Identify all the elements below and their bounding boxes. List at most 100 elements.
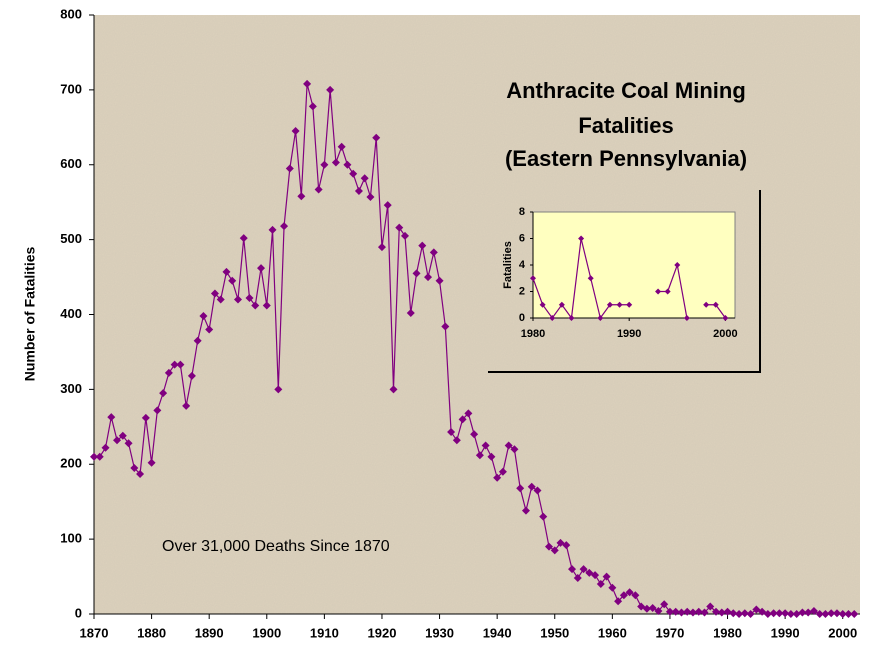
data-point [458,415,467,424]
data-point [703,301,710,308]
data-point [159,389,168,398]
data-point [562,541,571,550]
data-point [251,301,260,310]
data-point [360,174,369,183]
x-tick-label: 1920 [368,625,397,640]
data-point [418,241,427,250]
data-point [285,164,294,173]
data-point [320,160,329,169]
data-point [487,452,496,461]
data-point [527,482,536,491]
x-tick-label: 1980 [713,625,742,640]
data-point [585,568,594,577]
data-point [136,469,145,478]
data-point [349,169,358,178]
data-point [481,441,490,450]
x-tick-label: 1870 [80,625,109,640]
data-point [665,607,674,616]
x-tick-label: 1990 [771,625,800,640]
data-point [769,609,778,618]
data-point [441,322,450,331]
data-point [498,467,507,476]
data-point [95,452,104,461]
y-tick-label: 4 [519,259,526,271]
data-point [688,608,697,617]
data-point [821,610,830,618]
chart-title: Anthracite Coal Mining [506,78,746,103]
data-point [740,609,749,618]
data-point [664,288,671,295]
data-point [222,267,231,276]
y-tick-label: 8 [519,206,525,218]
data-point [354,186,363,195]
data-point [504,441,513,450]
data-point [706,602,715,611]
data-point [118,431,127,440]
data-point [170,360,179,369]
data-point [677,608,686,617]
data-point [141,413,150,422]
data-point [395,223,404,232]
data-point [722,315,729,321]
annotation: Over 31,000 Deaths Since 1870 [162,538,390,555]
data-point [660,600,669,609]
data-point [752,605,761,614]
data-point [291,127,300,136]
data-point [470,430,479,439]
y-tick-label: 2 [519,285,525,297]
y-tick-label: 700 [60,81,82,96]
data-point [372,133,381,142]
data-point [616,301,623,308]
data-point [314,185,323,194]
data-point [493,473,502,482]
data-point [176,360,185,369]
data-point [578,235,585,242]
data-point [412,269,421,278]
data-point [549,315,556,321]
data-point [568,565,577,574]
data-point [631,591,640,600]
data-point [303,79,312,88]
data-point [539,512,548,521]
data-point [383,201,392,210]
data-point [366,192,375,201]
x-tick-label: 1930 [425,625,454,640]
y-axis-label: Number of Fatalities [22,247,38,382]
data-point [130,463,139,472]
inset-y-axis-label: Fatalities [502,241,514,289]
data-point [343,160,352,169]
data-point [510,445,519,454]
data-point [187,371,196,380]
data-point [781,609,790,618]
x-tick-label: 1990 [617,328,641,340]
data-point [113,436,122,445]
data-point [228,276,237,285]
data-point [239,234,248,243]
y-tick-label: 400 [60,306,82,321]
data-point [648,604,657,613]
data-point [308,102,317,111]
data-point [101,443,110,452]
data-point [199,311,208,320]
data-point [268,225,277,234]
data-point [591,571,600,580]
data-point [626,301,633,308]
data-point [389,385,398,394]
data-point [530,275,536,282]
data-point [568,315,575,321]
data-point [729,609,738,618]
data-point [798,608,807,617]
data-point [216,295,225,304]
data-point [844,610,853,618]
data-point [406,309,415,318]
chart-title: (Eastern Pennsylvania) [505,146,747,171]
data-point [712,607,721,616]
data-point [147,458,156,467]
data-point [597,315,604,321]
data-point [205,325,214,334]
data-point [786,610,795,618]
data-point [827,609,836,618]
data-point [558,301,565,308]
chart-title: Fatalities [578,113,673,138]
data-point [587,275,594,282]
